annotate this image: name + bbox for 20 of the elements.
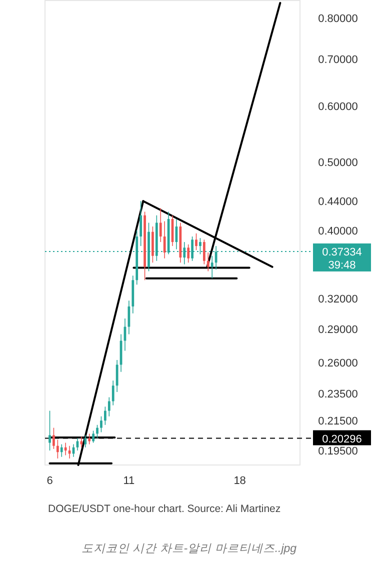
- y-tick-label: 0.21500: [318, 416, 358, 428]
- x-tick-label: 18: [234, 475, 246, 487]
- text: 도지코인 시간 차트-알리 마르티네즈..jpg: [81, 543, 298, 555]
- text: DOGE/USDT one-hour chart. Source: Ali Martinez: [48, 503, 281, 515]
- y-tick-label: 0.44000: [318, 196, 358, 208]
- y-tick-label: 0.26000: [318, 357, 358, 370]
- y-tick-label: 0.40000: [318, 225, 358, 238]
- x-tick-label: 11: [123, 475, 135, 487]
- y-tick-label: 0.70000: [318, 54, 358, 66]
- y-tick-label: 0.19500: [318, 446, 358, 458]
- y-tick-label: 0.60000: [318, 101, 358, 114]
- text: 39:48: [328, 259, 356, 272]
- y-tick-label: 0.50000: [318, 156, 358, 169]
- ref-line-label: 0.20296: [322, 433, 362, 446]
- y-tick-label: 0.32000: [318, 294, 358, 306]
- x-tick-label: 6: [46, 475, 53, 487]
- y-tick-label: 0.23500: [318, 388, 358, 400]
- y-tick-label: 0.29000: [318, 324, 358, 336]
- y-tick-label: 0.80000: [318, 12, 358, 25]
- ref-line-label: 0.37334: [322, 246, 362, 258]
